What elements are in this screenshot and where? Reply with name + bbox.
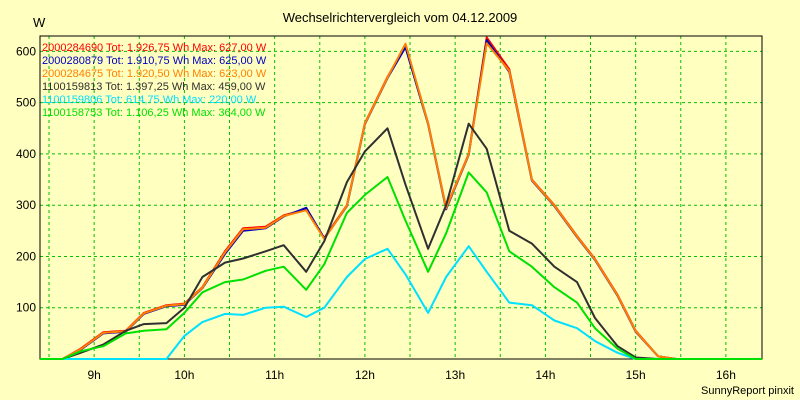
x-tick-label: 15h <box>626 368 646 382</box>
x-tick-label: 14h <box>535 368 555 382</box>
x-tick-label: 13h <box>445 368 465 382</box>
legend-entry-1100158753: 1100158753 Tot: 1.106,25 Wh Max: 364,00 … <box>42 107 266 119</box>
legend-entry-2000280879: 2000280879 Tot: 1.910,75 Wh Max: 625,00 … <box>42 55 267 67</box>
series-line-1100158753 <box>40 171 762 360</box>
x-tick-label: 11h <box>265 368 284 382</box>
legend-entry-1100159806: 1100159806 Tot: 614,75 Wh Max: 220,00 W <box>42 94 257 106</box>
y-tick-label: 400 <box>16 147 36 161</box>
series-lines <box>40 36 762 360</box>
x-tick-labels: 9h 10h 11h 12h 13h 14h 15h 16h <box>87 368 735 382</box>
series-line-1100159806 <box>40 245 762 360</box>
series-line-2000284675 <box>40 42 762 360</box>
chart-title: Wechselrichtervergleich vom 04.12.2009 <box>282 10 518 25</box>
x-tick-label: 16h <box>716 368 736 382</box>
legend: 2000284690 Tot: 1.926,75 Wh Max: 627,00 … <box>42 42 267 119</box>
y-tick-label: 100 <box>16 301 36 315</box>
y-tick-label: 300 <box>16 198 36 212</box>
x-tick-label: 9h <box>87 368 100 382</box>
y-axis-unit-label: W <box>33 15 46 30</box>
y-tick-label: 200 <box>16 249 36 263</box>
y-tick-labels: 100 200 300 400 500 600 <box>16 44 36 314</box>
credit-label: SunnyReport pinxit <box>701 385 794 397</box>
x-tick-label: 10h <box>174 368 194 382</box>
legend-entry-2000284690: 2000284690 Tot: 1.926,75 Wh Max: 627,00 … <box>42 42 267 54</box>
legend-entry-2000284675: 2000284675 Tot: 1.920,50 Wh Max: 623,00 … <box>42 68 267 80</box>
legend-entry-1100159813: 1100159813 Tot: 1.397,25 Wh Max: 459,00 … <box>42 81 266 93</box>
x-tick-label: 12h <box>355 368 375 382</box>
y-tick-label: 500 <box>16 96 36 110</box>
series-line-1100159813 <box>40 122 762 360</box>
y-tick-label: 600 <box>16 44 36 58</box>
